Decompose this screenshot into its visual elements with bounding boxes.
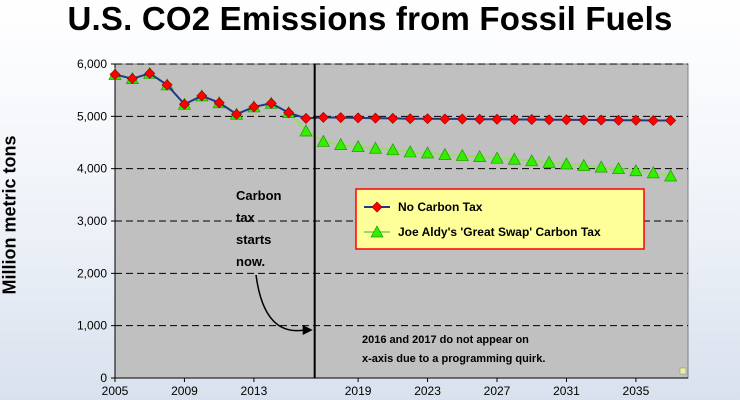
data-point-great-swap xyxy=(577,158,591,171)
data-point-no-carbon-tax xyxy=(300,112,312,124)
annotation-arrowhead xyxy=(302,325,313,335)
data-point-no-carbon-tax xyxy=(231,108,243,120)
data-point-no-carbon-tax xyxy=(560,114,572,126)
data-point-no-carbon-tax xyxy=(213,97,225,109)
data-point-no-carbon-tax xyxy=(578,114,590,126)
data-point-no-carbon-tax xyxy=(456,113,468,125)
y-tick-label: 2,000 xyxy=(77,266,107,280)
data-point-great-swap xyxy=(664,169,678,182)
data-point-no-carbon-tax xyxy=(161,79,173,91)
chart-title: U.S. CO2 Emissions from Fossil Fuels xyxy=(67,0,673,37)
data-point-great-swap xyxy=(455,148,469,161)
y-tick-label: 0 xyxy=(100,371,107,385)
data-point-great-swap xyxy=(386,143,400,156)
x-tick-label: 2031 xyxy=(553,384,580,398)
x-tick-label: 2027 xyxy=(484,384,511,398)
y-tick-label: 3,000 xyxy=(77,214,107,228)
data-point-no-carbon-tax xyxy=(144,67,156,79)
data-point-great-swap xyxy=(473,149,487,162)
x-tick-label: 2019 xyxy=(345,384,372,398)
x-tick-label: 2009 xyxy=(171,384,198,398)
data-point-no-carbon-tax xyxy=(508,113,520,125)
data-point-no-carbon-tax xyxy=(543,114,555,126)
data-point-no-carbon-tax xyxy=(178,98,190,110)
legend-box xyxy=(355,188,645,250)
annotation-arrow xyxy=(255,274,305,332)
data-point-great-swap xyxy=(490,151,504,164)
data-point-great-swap xyxy=(299,124,313,137)
data-point-no-carbon-tax xyxy=(335,112,347,124)
annotation-carbon-tax-line: now. xyxy=(236,254,265,269)
data-point-no-carbon-tax xyxy=(109,68,121,80)
x-tick-label: 2013 xyxy=(241,384,268,398)
data-point-great-swap xyxy=(403,145,417,158)
quirk-note-line: x-axis due to a programming quirk. xyxy=(362,353,545,365)
data-point-great-swap xyxy=(646,166,660,179)
legend-entry-label: No Carbon Tax xyxy=(398,200,483,214)
legend-marker-triangle xyxy=(370,225,384,238)
data-point-great-swap xyxy=(316,134,330,147)
data-point-no-carbon-tax xyxy=(317,111,329,123)
data-point-no-carbon-tax xyxy=(196,90,208,102)
y-tick-label: 6,000 xyxy=(77,57,107,71)
data-point-no-carbon-tax xyxy=(439,113,451,125)
x-tick-label: 2035 xyxy=(623,384,650,398)
data-point-no-carbon-tax xyxy=(387,112,399,124)
legend-marker-diamond xyxy=(371,201,383,213)
data-point-no-carbon-tax xyxy=(630,114,642,126)
legend-entry-label: Joe Aldy's 'Great Swap' Carbon Tax xyxy=(398,225,601,239)
x-tick-label: 2023 xyxy=(414,384,441,398)
y-tick-label: 5,000 xyxy=(77,109,107,123)
data-point-no-carbon-tax xyxy=(126,73,138,85)
annotation-carbon-tax-line: starts xyxy=(236,232,271,247)
data-point-no-carbon-tax xyxy=(248,101,260,113)
data-point-no-carbon-tax xyxy=(404,113,416,125)
corner-marker xyxy=(679,367,687,375)
data-point-great-swap xyxy=(420,146,435,159)
data-point-no-carbon-tax xyxy=(474,113,486,125)
data-point-great-swap xyxy=(559,157,574,170)
data-point-no-carbon-tax xyxy=(369,112,381,124)
data-point-great-swap xyxy=(507,152,521,165)
data-point-no-carbon-tax xyxy=(352,112,364,124)
x-tick-label: 2005 xyxy=(102,384,129,398)
data-point-no-carbon-tax xyxy=(283,107,295,119)
quirk-note-line: 2016 and 2017 do not appear on xyxy=(362,334,529,346)
data-point-no-carbon-tax xyxy=(613,114,625,126)
data-point-great-swap xyxy=(438,147,452,160)
data-point-great-swap xyxy=(629,164,643,177)
data-point-no-carbon-tax xyxy=(526,113,538,125)
data-point-no-carbon-tax xyxy=(647,115,659,127)
data-point-no-carbon-tax xyxy=(665,115,677,127)
data-point-great-swap xyxy=(525,154,539,167)
data-point-great-swap xyxy=(334,137,348,150)
data-point-great-swap xyxy=(351,139,365,153)
data-point-great-swap xyxy=(368,141,383,154)
data-point-great-swap xyxy=(611,161,626,175)
annotation-carbon-tax-line: Carbon xyxy=(236,188,282,203)
data-point-no-carbon-tax xyxy=(595,114,607,126)
y-tick-label: 1,000 xyxy=(77,319,107,333)
data-point-no-carbon-tax xyxy=(422,113,434,125)
y-tick-label: 4,000 xyxy=(77,162,107,176)
data-point-no-carbon-tax xyxy=(265,97,277,109)
data-point-great-swap xyxy=(594,160,608,173)
annotation-carbon-tax-line: tax xyxy=(236,210,256,225)
data-point-no-carbon-tax xyxy=(491,113,503,125)
data-point-great-swap xyxy=(542,155,556,168)
